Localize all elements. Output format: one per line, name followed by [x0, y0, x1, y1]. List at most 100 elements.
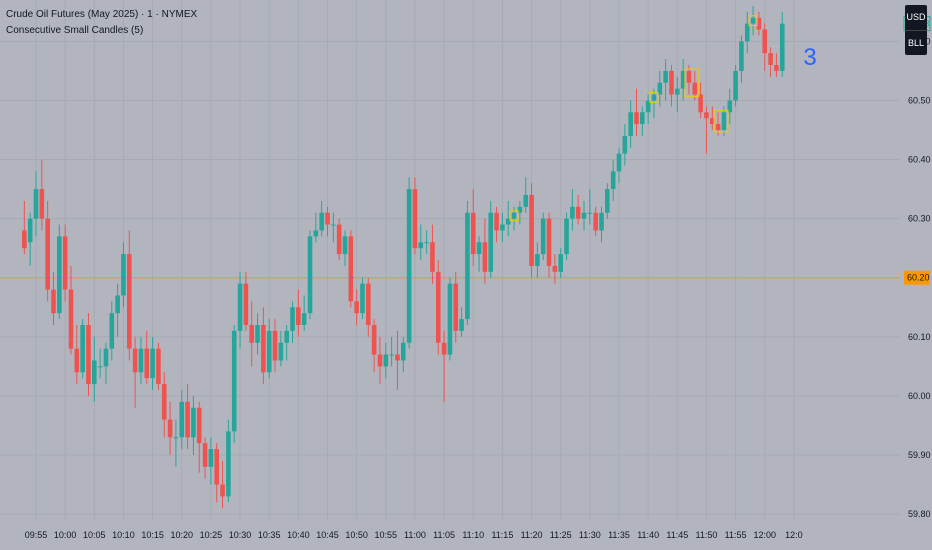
candle-body — [616, 153, 622, 172]
candle-body — [558, 254, 563, 272]
time-tick: 09:55 — [25, 530, 48, 540]
candle-body — [278, 342, 284, 361]
candle-body — [564, 218, 569, 255]
candle-body — [325, 212, 330, 225]
candle-body — [552, 265, 558, 272]
price-tick: 59.80 — [908, 509, 931, 519]
candle — [628, 100, 633, 148]
candle-body — [377, 354, 383, 367]
candle — [57, 224, 62, 320]
candle — [756, 11, 762, 36]
candle — [733, 65, 738, 107]
candle-body — [103, 348, 109, 367]
candle — [325, 206, 330, 237]
indicator-title[interactable]: Consecutive Small Candles (5) — [6, 25, 144, 36]
candle — [546, 212, 552, 278]
candle-body — [161, 384, 167, 420]
candle-body — [505, 218, 511, 225]
candle-body — [593, 212, 598, 231]
time-tick: 11:25 — [550, 530, 572, 540]
candle-body — [395, 354, 400, 361]
candle — [144, 330, 150, 385]
candle — [599, 206, 604, 243]
candle-body — [126, 254, 132, 349]
candle-body — [634, 112, 639, 125]
small-candle-box — [684, 68, 700, 98]
candle-body — [657, 82, 663, 95]
candle-body — [663, 70, 668, 83]
candle-body — [447, 283, 453, 355]
time-axis[interactable]: 09:55 10:00 10:05 10:10 10:15 10:20 10:25 10:30… — [25, 530, 803, 540]
candle — [226, 419, 231, 503]
candle — [62, 224, 68, 302]
time-tick: 11:45 — [666, 530, 688, 540]
candle-body — [692, 82, 698, 95]
candle-body — [698, 94, 703, 113]
candle-body — [406, 189, 412, 343]
candle — [191, 395, 196, 455]
candle — [173, 419, 179, 467]
candle — [651, 88, 657, 119]
time-tick: 11:35 — [608, 530, 630, 540]
candle-body — [226, 431, 231, 497]
candle — [86, 313, 91, 396]
candle-body — [675, 88, 680, 95]
time-tick: 11:50 — [696, 530, 718, 540]
candle-body — [366, 283, 371, 325]
currency-unit-badge[interactable]: USD BLL — [905, 5, 927, 55]
candle-body — [762, 29, 768, 54]
candle — [453, 271, 459, 343]
candle-body — [121, 254, 126, 296]
candle-body — [313, 230, 319, 237]
candle-body — [156, 348, 161, 385]
candle-body — [290, 307, 295, 331]
hline-price-tag — [904, 270, 930, 285]
candle — [255, 313, 260, 355]
candle — [389, 336, 394, 367]
candle-body — [27, 218, 33, 243]
candle-body — [138, 348, 144, 373]
candle-body — [581, 212, 587, 219]
candle — [465, 200, 470, 325]
symbol-title[interactable]: Crude Oil Futures (May 2025) · 1 · NYMEX — [6, 9, 198, 20]
candle — [721, 106, 727, 136]
candle — [739, 35, 744, 83]
candle-body — [546, 218, 552, 266]
time-tick: 10:30 — [229, 530, 252, 540]
candle — [686, 65, 692, 95]
candle-body — [342, 236, 348, 255]
candle — [161, 372, 167, 438]
candle — [634, 88, 639, 136]
candle-body — [360, 283, 365, 314]
time-tick: 12:00 — [753, 530, 776, 540]
candle-body — [249, 325, 255, 343]
candle — [109, 301, 115, 361]
unit-label: BLL — [907, 38, 924, 48]
candle-body — [640, 112, 645, 125]
candle-body — [482, 242, 488, 272]
candle-body — [115, 295, 120, 314]
candle-body — [412, 189, 418, 249]
candle-body — [779, 23, 785, 71]
candle-body — [739, 41, 744, 71]
time-tick: 10:00 — [54, 530, 77, 540]
currency-label: USD — [905, 5, 927, 31]
candle — [336, 218, 342, 260]
candle — [430, 224, 435, 284]
candle-body — [144, 348, 150, 379]
time-tick: 10:15 — [141, 530, 164, 540]
candle — [535, 242, 540, 278]
candle-body — [97, 366, 103, 368]
candle-body — [476, 242, 482, 255]
price-axis[interactable]: 60.6060.5060.4060.3060.1060.0059.9059.80… — [903, 16, 931, 519]
candle — [366, 277, 371, 337]
candle — [605, 183, 610, 219]
candle-body — [418, 242, 424, 249]
candle — [45, 200, 50, 302]
candle — [622, 124, 628, 166]
candle — [278, 330, 284, 367]
candle — [284, 325, 289, 361]
candle-body — [196, 407, 202, 444]
candle — [640, 106, 645, 136]
